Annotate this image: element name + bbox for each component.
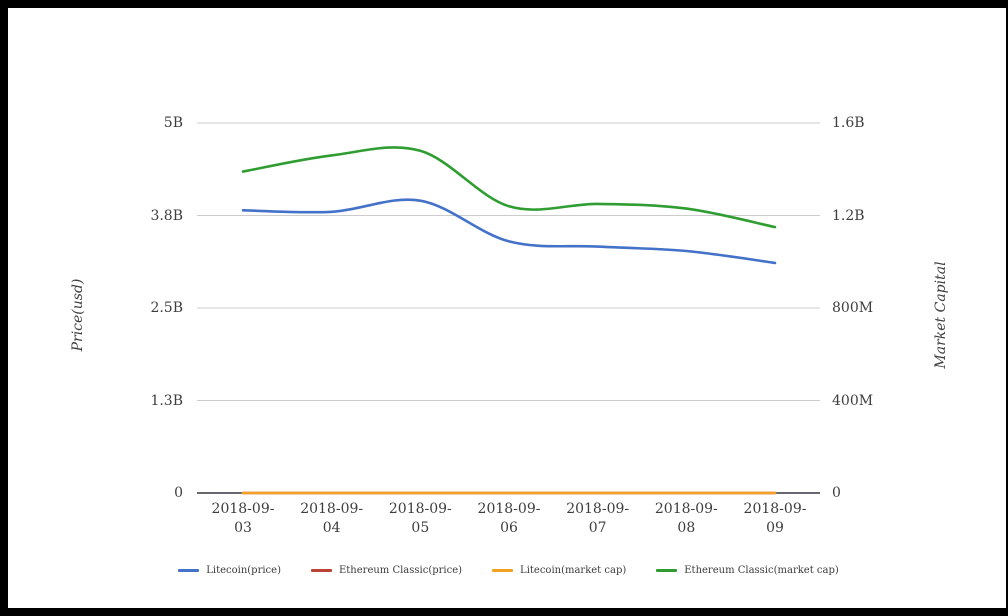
y-axis-tick-label-right: 400M <box>832 393 874 409</box>
legend-label: Ethereum Classic(market cap) <box>684 565 839 576</box>
legend-marker <box>492 569 514 572</box>
y-axis-tick-label-right: 1.2B <box>832 208 865 224</box>
y-axis-tick-label-right: 1.6B <box>832 115 865 131</box>
y-axis-tick-label-left: 1.3B <box>150 393 183 409</box>
x-axis-tick-label: 2018-09- 03 <box>211 501 275 536</box>
x-axis-tick-label: 2018-09- 04 <box>300 501 364 536</box>
legend-label: Litecoin(price) <box>206 565 281 576</box>
series-line <box>241 198 777 265</box>
y-axis-tick-label-left: 5B <box>163 115 183 131</box>
legend-marker <box>310 569 332 572</box>
legend-marker <box>656 569 678 572</box>
y-axis-tick-label-left: 0 <box>174 485 183 501</box>
y-axis-title-left: Price(usd) <box>70 278 86 352</box>
y-axis-tick-label-left: 3.8B <box>150 208 183 224</box>
legend-label: Ethereum Classic(price) <box>338 565 463 576</box>
y-axis-title-right: Market Capital <box>933 261 949 369</box>
legend-item[interactable]: Ethereum Classic(price) <box>310 565 463 576</box>
chart-legend: Litecoin(price) Ethereum Classic(price) Li… <box>178 565 839 576</box>
x-axis-tick-label: 2018-09- 09 <box>743 501 807 536</box>
y-axis-tick-label-right: 800M <box>832 300 874 316</box>
x-axis-tick-label: 2018-09- 07 <box>566 501 630 536</box>
series-line <box>241 146 777 229</box>
legend-label: Litecoin(market cap) <box>520 565 627 576</box>
x-axis-tick-label: 2018-09- 06 <box>477 501 541 536</box>
y-axis-tick-label-left: 2.5B <box>150 300 183 316</box>
legend-marker <box>178 569 200 572</box>
x-axis-tick-label: 2018-09- 08 <box>654 501 718 536</box>
legend-item[interactable]: Litecoin(market cap) <box>492 565 626 576</box>
legend-item[interactable]: Ethereum Classic(market cap) <box>656 565 839 576</box>
plot-area <box>197 122 820 495</box>
legend-item[interactable]: Litecoin(price) <box>178 565 281 576</box>
y-axis-tick-label-right: 0 <box>832 485 841 501</box>
x-axis-tick-label: 2018-09- 05 <box>388 501 452 536</box>
